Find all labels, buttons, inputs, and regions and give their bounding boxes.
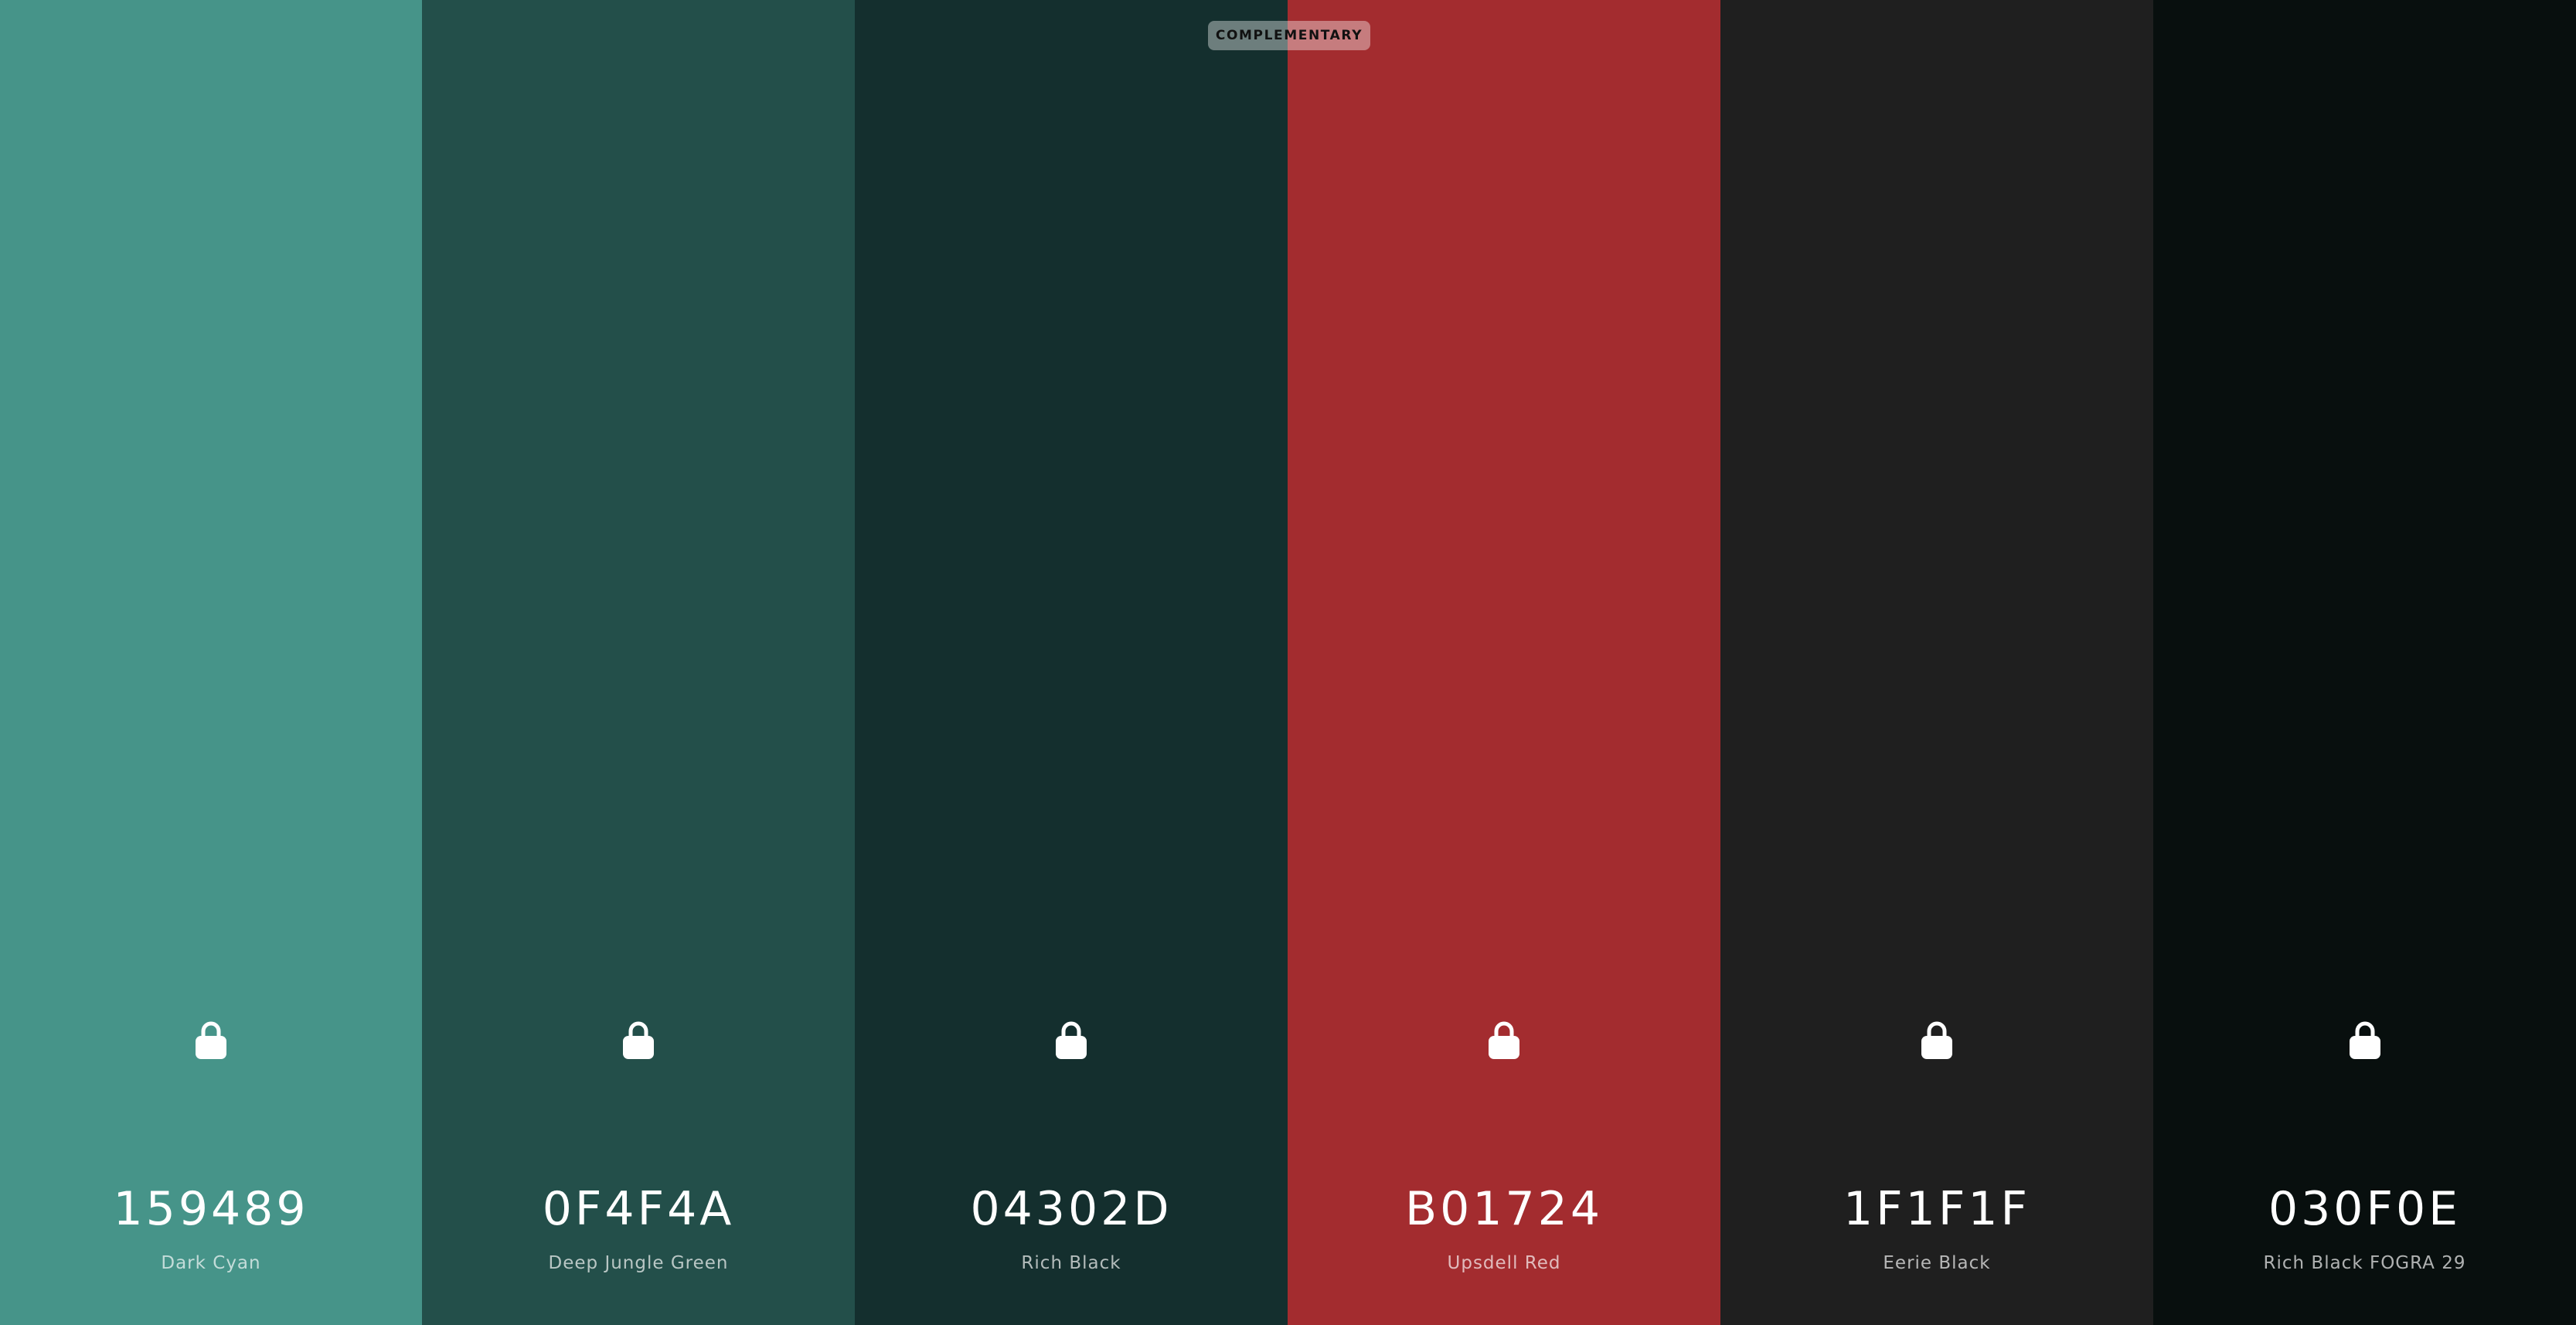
color-name: Dark Cyan xyxy=(161,1253,261,1273)
lock-icon[interactable] xyxy=(194,1020,228,1059)
color-name: Deep Jungle Green xyxy=(548,1253,729,1273)
color-name: Rich Black xyxy=(1021,1253,1121,1273)
lock-icon[interactable] xyxy=(1054,1020,1088,1059)
swatch-upsdell-red[interactable]: B01724 Upsdell Red xyxy=(1288,0,1720,1325)
lock-icon[interactable] xyxy=(1920,1020,1954,1059)
hex-code[interactable]: 030F0E xyxy=(2268,1182,2462,1236)
swatch-eerie-black[interactable]: 1F1F1F Eerie Black xyxy=(1720,0,2153,1325)
lock-icon[interactable] xyxy=(2348,1020,2382,1059)
color-name: Upsdell Red xyxy=(1447,1253,1561,1273)
complementary-badge[interactable]: COMPLEMENTARY xyxy=(1208,21,1370,50)
hex-code[interactable]: B01724 xyxy=(1404,1182,1604,1236)
color-name: Eerie Black xyxy=(1883,1253,1991,1273)
swatch-rich-black[interactable]: 04302D Rich Black xyxy=(855,0,1288,1325)
hex-code[interactable]: 0F4F4A xyxy=(542,1182,735,1236)
hex-code[interactable]: 04302D xyxy=(970,1182,1172,1236)
swatch-deep-jungle-green[interactable]: 0F4F4A Deep Jungle Green xyxy=(422,0,855,1325)
hex-code[interactable]: 159489 xyxy=(113,1182,309,1236)
color-name: Rich Black FOGRA 29 xyxy=(2263,1253,2466,1273)
lock-icon[interactable] xyxy=(1487,1020,1521,1059)
swatch-rich-black-fogra-29[interactable]: 030F0E Rich Black FOGRA 29 xyxy=(2153,0,2576,1325)
lock-icon[interactable] xyxy=(621,1020,655,1059)
hex-code[interactable]: 1F1F1F xyxy=(1843,1182,2031,1236)
swatch-dark-cyan[interactable]: 159489 Dark Cyan xyxy=(0,0,422,1325)
